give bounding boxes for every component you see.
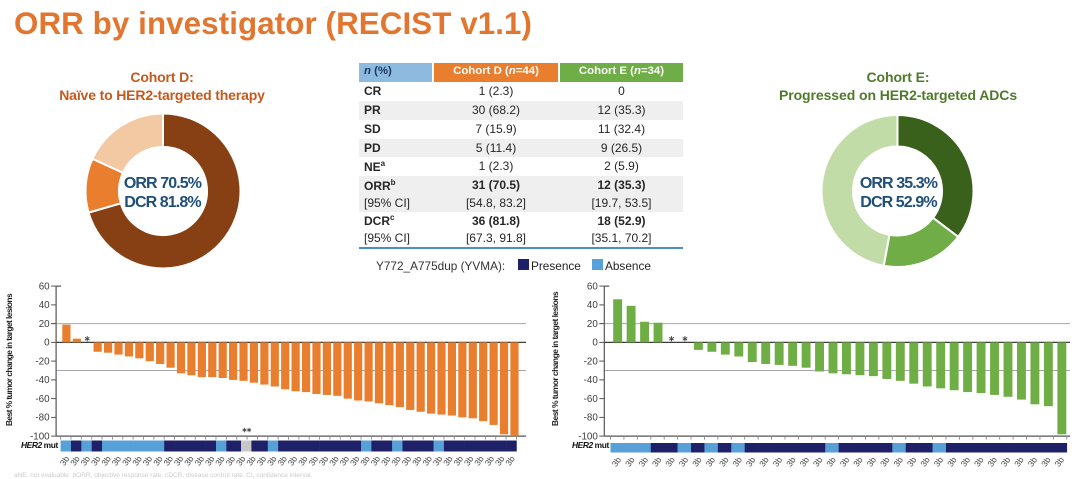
svg-text:3b: 3b — [985, 455, 999, 469]
svg-text:-40: -40 — [35, 375, 50, 386]
svg-text:60: 60 — [39, 281, 50, 292]
svg-text:3b: 3b — [1052, 455, 1066, 469]
svg-text:3b: 3b — [690, 455, 704, 469]
svg-text:-20: -20 — [35, 356, 50, 367]
svg-text:3b: 3b — [717, 455, 731, 469]
svg-text:3b: 3b — [623, 455, 637, 469]
svg-text:3b: 3b — [1026, 455, 1040, 469]
svg-text:20: 20 — [39, 319, 50, 330]
svg-text:3b: 3b — [932, 455, 946, 469]
svg-text:0: 0 — [44, 338, 50, 349]
svg-text:3b: 3b — [918, 455, 932, 469]
svg-text:-100: -100 — [30, 431, 50, 442]
svg-text:-40: -40 — [584, 375, 599, 386]
svg-text:-20: -20 — [584, 356, 599, 367]
svg-text:20: 20 — [587, 319, 598, 330]
svg-text:3b: 3b — [851, 455, 865, 469]
svg-text:3b: 3b — [677, 455, 691, 469]
svg-text:3b: 3b — [730, 455, 744, 469]
svg-text:-60: -60 — [584, 394, 599, 405]
svg-text:3b: 3b — [972, 455, 986, 469]
svg-text:3b: 3b — [905, 455, 919, 469]
svg-text:40: 40 — [39, 300, 50, 311]
svg-text:3b: 3b — [636, 455, 650, 469]
svg-text:3b: 3b — [663, 455, 677, 469]
svg-text:3b: 3b — [945, 455, 959, 469]
svg-text:3b: 3b — [704, 455, 718, 469]
svg-text:3b: 3b — [744, 455, 758, 469]
svg-text:3b: 3b — [999, 455, 1013, 469]
svg-text:-80: -80 — [35, 413, 50, 424]
svg-text:3b: 3b — [784, 455, 798, 469]
svg-text:3b: 3b — [797, 455, 811, 469]
svg-text:3b: 3b — [811, 455, 825, 469]
svg-text:3b: 3b — [1012, 455, 1026, 469]
svg-text:40: 40 — [587, 300, 598, 311]
svg-text:3b: 3b — [865, 455, 879, 469]
svg-text:3b: 3b — [838, 455, 852, 469]
svg-text:-60: -60 — [35, 394, 50, 405]
svg-text:-100: -100 — [578, 431, 598, 442]
svg-text:3b: 3b — [824, 455, 838, 469]
svg-text:3b: 3b — [650, 455, 664, 469]
svg-text:3b: 3b — [958, 455, 972, 469]
svg-text:3b: 3b — [1039, 455, 1053, 469]
svg-text:3b: 3b — [771, 455, 785, 469]
svg-text:3b: 3b — [757, 455, 771, 469]
svg-text:3b: 3b — [878, 455, 892, 469]
svg-text:3b: 3b — [891, 455, 905, 469]
svg-text:0: 0 — [592, 338, 598, 349]
svg-text:60: 60 — [587, 281, 598, 292]
svg-text:-80: -80 — [584, 413, 599, 424]
svg-text:3b: 3b — [610, 455, 624, 469]
